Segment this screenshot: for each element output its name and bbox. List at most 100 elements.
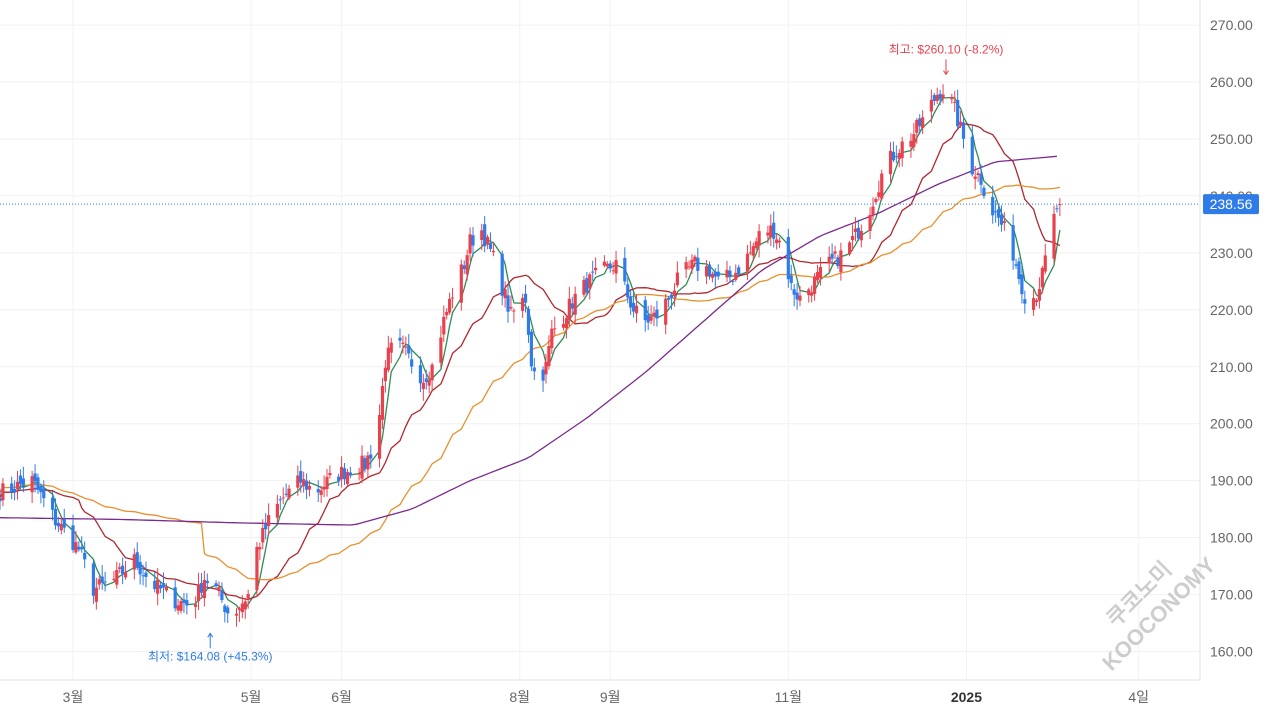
candle-body: [42, 488, 46, 499]
x-tick-label: 9월: [600, 689, 621, 705]
candle-body: [322, 486, 326, 490]
candle-body: [121, 565, 125, 575]
candle: [1031, 288, 1036, 316]
candle-body: [523, 293, 528, 303]
candle-body: [909, 140, 913, 147]
candle: [1020, 265, 1024, 304]
candle: [1011, 214, 1015, 270]
candle-body: [485, 236, 490, 245]
candle-body: [135, 552, 139, 568]
candle-body: [1031, 298, 1036, 310]
x-tick-label: 2025: [951, 689, 982, 705]
candle: [410, 350, 414, 374]
candle-body: [418, 365, 423, 384]
candle: [348, 466, 352, 479]
candle-body: [217, 586, 221, 592]
candlesticks: [0, 84, 1062, 627]
candle: [696, 247, 700, 282]
candle: [588, 272, 592, 300]
candle-body: [748, 252, 752, 254]
candle-body: [179, 601, 183, 611]
candle-body: [281, 497, 285, 499]
y-tick-label: 170.00: [1210, 587, 1253, 603]
candle: [544, 353, 548, 384]
candle-body: [161, 583, 166, 588]
candle-body: [716, 271, 720, 277]
candle-body: [672, 290, 677, 297]
candle-body: [953, 101, 957, 103]
candle: [366, 451, 370, 478]
grid-lines: [0, 0, 1200, 680]
candle: [328, 465, 332, 479]
candle: [626, 276, 630, 304]
candle-body: [891, 151, 896, 161]
candle-body: [602, 261, 606, 266]
candle-body: [704, 266, 709, 277]
candle-body: [62, 518, 66, 528]
candle-body: [553, 328, 557, 330]
candle-body: [480, 230, 484, 241]
annotations: 최고: $260.10 (-8.2%) 최저: $164.08 (+45.3%): [148, 42, 1003, 663]
x-tick-label: 6월: [331, 689, 352, 705]
candle-body: [605, 263, 609, 267]
x-tick-label: 3월: [63, 689, 84, 705]
candle-body: [792, 289, 796, 295]
candle: [1052, 205, 1056, 264]
candle-body: [410, 359, 414, 367]
candle: [982, 185, 986, 199]
candle: [342, 463, 347, 486]
candle: [623, 247, 627, 286]
candle-body: [471, 235, 475, 246]
candle: [979, 164, 983, 194]
candle-body: [734, 272, 738, 280]
candle-body: [138, 562, 142, 575]
candle: [12, 480, 17, 501]
candle: [182, 592, 186, 613]
candle: [488, 232, 493, 252]
candle: [704, 259, 709, 285]
y-tick-label: 200.00: [1210, 416, 1253, 432]
candle-body: [871, 206, 875, 215]
candle-body: [775, 239, 779, 244]
candle-body: [626, 284, 630, 298]
candle: [585, 272, 589, 296]
candle-body: [961, 122, 966, 139]
candle-body: [255, 546, 259, 591]
candle: [918, 114, 922, 135]
candle: [757, 224, 761, 258]
candle-body: [675, 272, 679, 286]
candle-body: [932, 95, 936, 101]
candle-body: [80, 547, 84, 550]
candle-body: [258, 547, 262, 550]
x-tick-label: 11월: [775, 689, 802, 705]
candle: [591, 260, 595, 282]
candle-body: [36, 477, 40, 490]
candle-body: [529, 331, 533, 367]
candle: [745, 245, 750, 281]
candle: [281, 487, 285, 505]
candle-body: [33, 473, 37, 482]
candle: [340, 456, 344, 488]
candle-body: [509, 306, 513, 309]
candle: [812, 273, 817, 301]
candle-body: [202, 579, 206, 599]
candle: [264, 513, 268, 540]
candle: [322, 475, 326, 498]
candle: [30, 470, 34, 503]
candle-body: [874, 198, 878, 203]
candle-body: [398, 337, 402, 341]
candle: [141, 564, 145, 586]
candle: [240, 595, 244, 619]
candle: [176, 598, 180, 615]
candle: [112, 571, 116, 583]
candle: [815, 264, 820, 284]
candle: [859, 224, 863, 248]
candle-body: [623, 257, 627, 282]
candle-body: [462, 265, 466, 270]
candle: [754, 237, 758, 251]
candle-body: [377, 415, 382, 459]
candle-body: [521, 298, 525, 311]
candle-body: [243, 601, 247, 610]
